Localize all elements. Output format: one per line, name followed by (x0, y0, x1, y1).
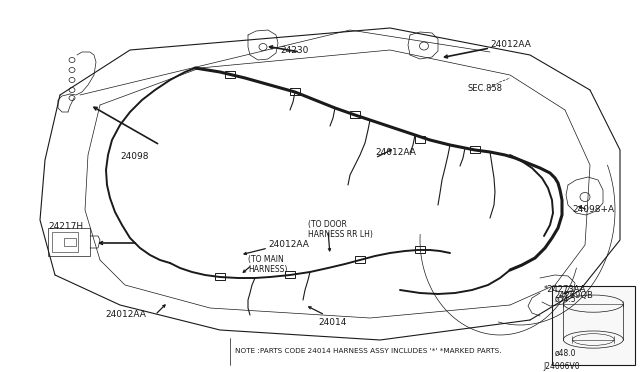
Bar (355, 256, 365, 263)
Bar (48, 228, 90, 256)
Text: 24014: 24014 (318, 318, 346, 327)
Text: 24098+A: 24098+A (572, 205, 614, 214)
Text: 24098: 24098 (120, 152, 148, 161)
Bar (225, 71, 235, 78)
Bar (415, 246, 425, 253)
Text: (TO DOOR
HARNESS RR LH): (TO DOOR HARNESS RR LH) (308, 220, 373, 240)
Bar (215, 273, 225, 280)
Text: ø54.5: ø54.5 (555, 294, 576, 303)
Text: ø48.0: ø48.0 (555, 349, 576, 358)
Bar (64, 238, 76, 246)
Text: 24012AA: 24012AA (375, 148, 416, 157)
Text: SEC.858: SEC.858 (468, 84, 503, 93)
Bar (350, 111, 360, 118)
Text: 24217H: 24217H (48, 222, 83, 231)
Text: 24269QB: 24269QB (555, 291, 593, 301)
Text: 24012AA: 24012AA (105, 310, 146, 319)
Text: NOTE :PARTS CODE 24014 HARNESS ASSY INCLUDES '*' *MARKED PARTS.: NOTE :PARTS CODE 24014 HARNESS ASSY INCL… (235, 348, 502, 354)
Bar (552, 286, 635, 365)
Text: 24230: 24230 (280, 46, 308, 55)
Text: *24273AA: *24273AA (544, 285, 586, 294)
Bar (52, 232, 78, 252)
Bar (470, 146, 480, 153)
Bar (290, 88, 300, 95)
Bar (285, 271, 295, 278)
Text: 24012AA: 24012AA (268, 240, 309, 249)
Text: 24012AA: 24012AA (490, 40, 531, 49)
Text: (TO MAIN
HARNESS): (TO MAIN HARNESS) (248, 255, 287, 275)
Bar (415, 136, 425, 143)
Text: J24006V0: J24006V0 (543, 362, 580, 371)
